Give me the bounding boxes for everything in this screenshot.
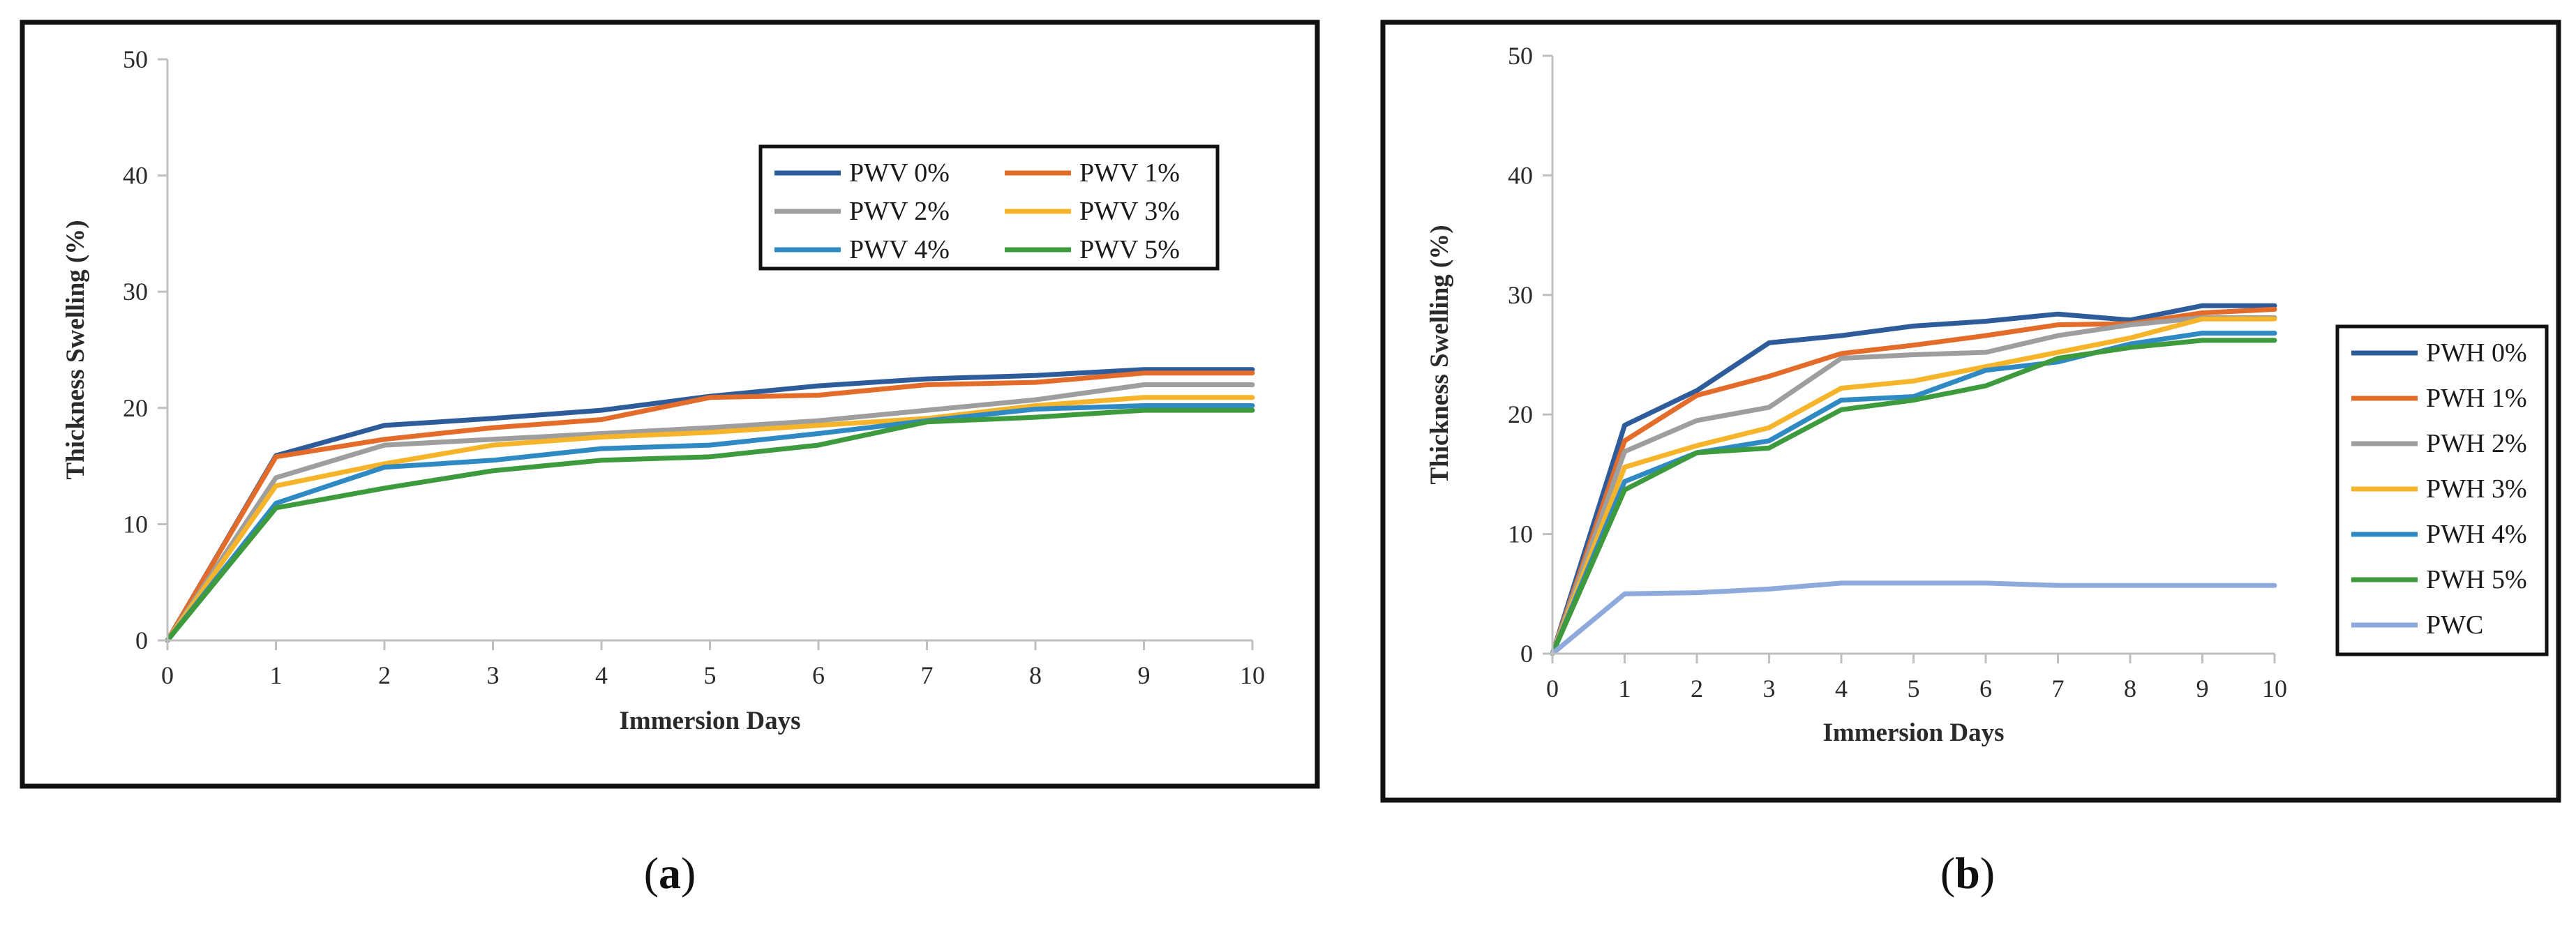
x-axis-title: Immersion Days (619, 707, 800, 735)
y-tick-label: 40 (1508, 161, 1533, 189)
series-line-pwc (1550, 580, 2277, 656)
x-tick-label: 3 (487, 661, 500, 689)
legend-label: PWH 2% (2426, 429, 2527, 458)
legend-label: PWV 0% (849, 158, 950, 188)
series-line-pwh-0 (1550, 303, 2277, 656)
legend-label: PWH 3% (2426, 474, 2527, 504)
y-tick-label: 0 (1520, 640, 1533, 668)
x-tick-label: 9 (1138, 661, 1151, 689)
legend-label: PWC (2426, 610, 2483, 640)
x-tick-label: 4 (1835, 675, 1848, 702)
y-tick-label: 10 (123, 510, 148, 538)
y-tick-label: 50 (1508, 42, 1533, 70)
panel-label-a-text: a (659, 848, 681, 898)
series-line-pwv-1 (165, 370, 1255, 643)
legend-label: PWH 1% (2426, 384, 2527, 413)
x-tick-label: 8 (2124, 675, 2136, 702)
series-line-pwh-5 (1550, 338, 2277, 656)
legend-label: PWV 1% (1079, 158, 1180, 188)
panel-label-b: (b) (1940, 848, 1995, 898)
y-tick-label: 20 (1508, 400, 1533, 428)
legend-label: PWV 4% (849, 235, 950, 264)
series-line-pwh-3 (1550, 316, 2277, 656)
y-tick-label: 30 (1508, 281, 1533, 309)
x-tick-label: 5 (1908, 675, 1920, 702)
x-tick-label: 10 (2262, 675, 2287, 702)
x-tick-label: 6 (1979, 675, 1992, 702)
y-tick-label: 30 (123, 278, 148, 306)
panel-label-b-text: b (1955, 848, 1980, 898)
legend-label: PWV 2% (849, 197, 950, 226)
x-tick-label: 10 (1240, 661, 1265, 689)
panel-label-a: (a) (643, 848, 696, 898)
y-tick-label: 0 (135, 626, 148, 654)
x-tick-label: 7 (2052, 675, 2065, 702)
series-line-pwh-4 (1550, 331, 2277, 656)
x-tick-label: 9 (2196, 675, 2209, 702)
chart-panel-a: 0 10 20 30 40 50 0 1 2 3 4 5 6 7 8 9 10 Immersion Days Thi… (20, 20, 1320, 789)
x-tick-label: 0 (1546, 675, 1559, 702)
x-tick-label: 2 (378, 661, 391, 689)
series-line-pwv-5 (165, 407, 1255, 643)
x-tick-label: 2 (1691, 675, 1703, 702)
legend-label: PWV 3% (1079, 197, 1180, 226)
x-tick-label: 7 (921, 661, 934, 689)
legend-label: PWH 4% (2426, 520, 2527, 549)
y-tick-label: 40 (123, 162, 148, 190)
series-line-pwv-4 (165, 403, 1255, 643)
x-tick-label: 6 (812, 661, 825, 689)
y-tick-label: 10 (1508, 520, 1533, 548)
y-axis-title: Thickness Swelling (%) (61, 220, 90, 479)
x-tick-label: 0 (161, 661, 174, 689)
x-tick-label: 4 (595, 661, 608, 689)
series-line-pwv-2 (165, 382, 1255, 643)
x-tick-label: 1 (1619, 675, 1631, 702)
x-tick-label: 5 (704, 661, 717, 689)
chart-panel-b: 0 10 20 30 40 50 0 1 2 3 4 5 6 7 8 9 10 Immersion Days Thi… (1380, 20, 2561, 803)
y-tick-label: 20 (123, 394, 148, 422)
x-axis-title: Immersion Days (1822, 719, 2004, 747)
legend-label: PWH 5% (2426, 565, 2527, 594)
legend-label: PWH 0% (2426, 338, 2527, 368)
y-tick-label: 50 (123, 45, 148, 73)
series-line-pwv-3 (165, 395, 1255, 643)
y-axis-title: Thickness Swelling (%) (1425, 225, 1454, 484)
x-tick-label: 3 (1763, 675, 1776, 702)
series-line-pwh-2 (1550, 315, 2277, 656)
x-tick-label: 8 (1029, 661, 1042, 689)
legend-label: PWV 5% (1079, 235, 1180, 264)
x-tick-label: 1 (270, 661, 283, 689)
